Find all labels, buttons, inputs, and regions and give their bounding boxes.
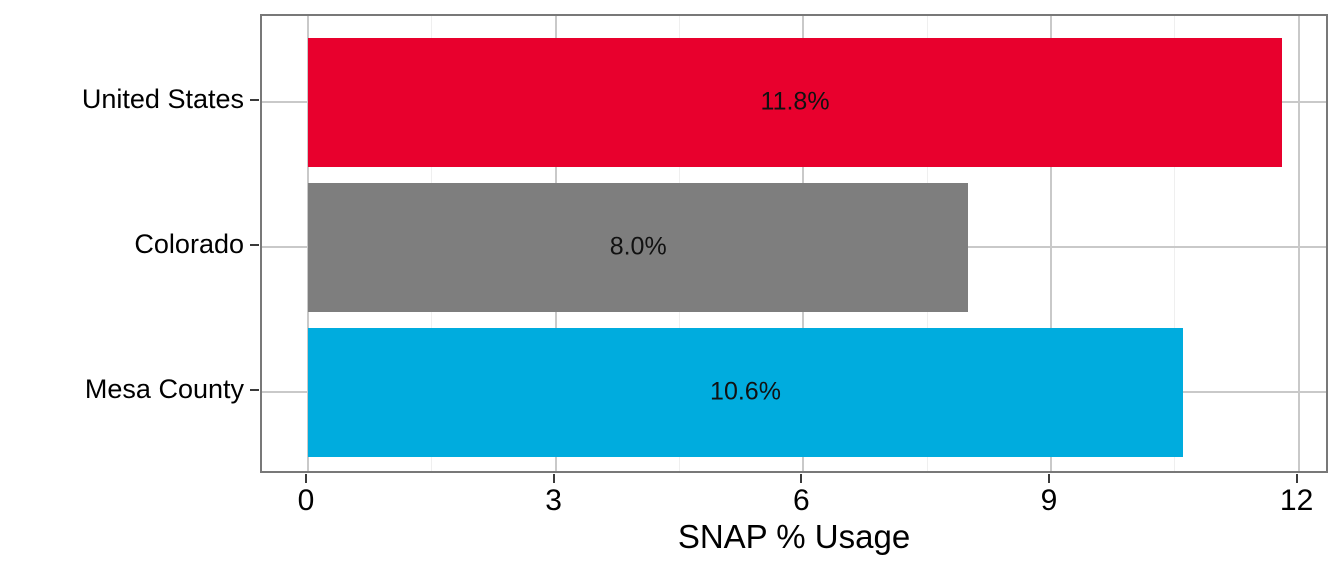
y-axis-label-mesa-county: Mesa County xyxy=(84,373,244,404)
x-tick-label-12: 12 xyxy=(1279,484,1314,517)
x-tick-3 xyxy=(552,474,555,483)
plot-panel: 11.8% 8.0% 10.6% xyxy=(260,14,1328,473)
bar-mesa-county xyxy=(308,327,1184,457)
bar-united-states xyxy=(308,37,1283,167)
gridline-major-x-12 xyxy=(1297,16,1300,471)
y-tick-colorado xyxy=(250,244,259,246)
x-axis-title: SNAP % Usage xyxy=(677,518,911,555)
x-tick-12 xyxy=(1295,474,1298,483)
x-tick-label-9: 9 xyxy=(1040,484,1058,517)
bar-value-label-mesa-county: 10.6% xyxy=(710,377,781,406)
y-tick-mesa-county xyxy=(250,389,259,391)
x-tick-label-6: 6 xyxy=(792,484,810,517)
bar-value-label-colorado: 8.0% xyxy=(609,232,667,261)
gridline-major-x-9 xyxy=(1049,16,1052,471)
gridline-minor-x-10.5 xyxy=(1174,16,1176,471)
x-tick-label-0: 0 xyxy=(297,484,315,517)
x-tick-9 xyxy=(1047,474,1050,483)
y-axis-label-united-states: United States xyxy=(81,83,244,114)
x-tick-6 xyxy=(800,474,803,483)
bar-value-label-united-states: 11.8% xyxy=(760,87,830,116)
y-tick-united-states xyxy=(250,99,259,101)
bar-colorado xyxy=(308,182,969,312)
y-axis-label-colorado: Colorado xyxy=(134,228,244,259)
x-tick-label-3: 3 xyxy=(545,484,562,517)
x-tick-0 xyxy=(305,474,307,483)
